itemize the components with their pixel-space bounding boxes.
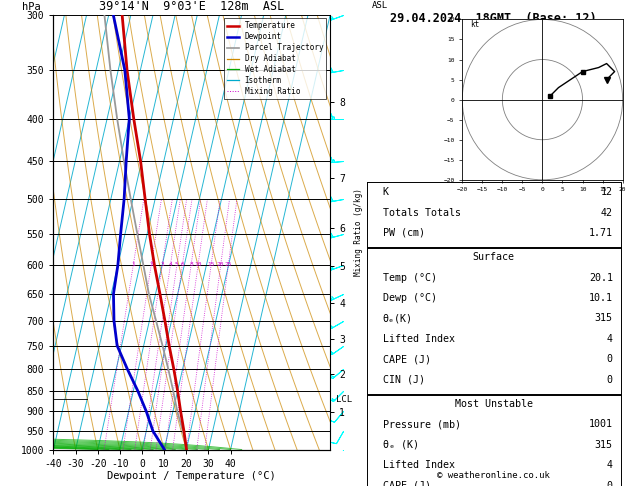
Text: 0: 0 [607, 481, 613, 486]
Text: Pressure (mb): Pressure (mb) [383, 419, 461, 430]
Text: 3: 3 [160, 262, 164, 267]
Text: 315: 315 [595, 440, 613, 450]
Text: 15: 15 [208, 262, 215, 267]
Text: 20.1: 20.1 [589, 273, 613, 283]
Text: 29.04.2024  18GMT  (Base: 12): 29.04.2024 18GMT (Base: 12) [391, 12, 597, 25]
Text: 12: 12 [601, 187, 613, 197]
Legend: Temperature, Dewpoint, Parcel Trajectory, Dry Adiabat, Wet Adiabat, Isotherm, Mi: Temperature, Dewpoint, Parcel Trajectory… [224, 18, 326, 99]
X-axis label: Dewpoint / Temperature (°C): Dewpoint / Temperature (°C) [108, 471, 276, 481]
Text: Most Unstable: Most Unstable [455, 399, 533, 409]
Text: 10.1: 10.1 [589, 293, 613, 303]
Text: 1001: 1001 [589, 419, 613, 430]
Text: 20: 20 [217, 262, 225, 267]
Text: Lifted Index: Lifted Index [383, 460, 455, 470]
Text: 4: 4 [607, 460, 613, 470]
Title: 39°14'N  9°03'E  128m  ASL: 39°14'N 9°03'E 128m ASL [99, 0, 284, 14]
Text: 42: 42 [601, 208, 613, 218]
Text: 4: 4 [169, 262, 172, 267]
Text: 8: 8 [189, 262, 193, 267]
Text: CAPE (J): CAPE (J) [383, 354, 431, 364]
Text: θₑ(K): θₑ(K) [383, 313, 413, 324]
Text: Temp (°C): Temp (°C) [383, 273, 437, 283]
Text: 315: 315 [595, 313, 613, 324]
Text: © weatheronline.co.uk: © weatheronline.co.uk [437, 471, 550, 480]
Text: Totals Totals: Totals Totals [383, 208, 461, 218]
Text: CAPE (J): CAPE (J) [383, 481, 431, 486]
Text: 1: 1 [131, 262, 135, 267]
Text: 0: 0 [607, 354, 613, 364]
Text: Dewp (°C): Dewp (°C) [383, 293, 437, 303]
Text: Surface: Surface [473, 252, 515, 262]
Text: kt: kt [470, 20, 479, 30]
Text: LCL: LCL [336, 395, 352, 404]
Text: 4: 4 [607, 334, 613, 344]
Text: 1.71: 1.71 [589, 228, 613, 238]
Text: 2: 2 [149, 262, 153, 267]
Text: CIN (J): CIN (J) [383, 375, 425, 385]
Text: km
ASL: km ASL [372, 0, 388, 10]
Text: 25: 25 [225, 262, 232, 267]
Text: Lifted Index: Lifted Index [383, 334, 455, 344]
Text: PW (cm): PW (cm) [383, 228, 425, 238]
Text: 6: 6 [181, 262, 184, 267]
Text: 10: 10 [194, 262, 202, 267]
Text: hPa: hPa [21, 2, 40, 13]
Text: Mixing Ratio (g/kg): Mixing Ratio (g/kg) [354, 188, 363, 276]
Text: 5: 5 [175, 262, 179, 267]
Text: 0: 0 [607, 375, 613, 385]
Text: θₑ (K): θₑ (K) [383, 440, 419, 450]
Text: K: K [383, 187, 389, 197]
